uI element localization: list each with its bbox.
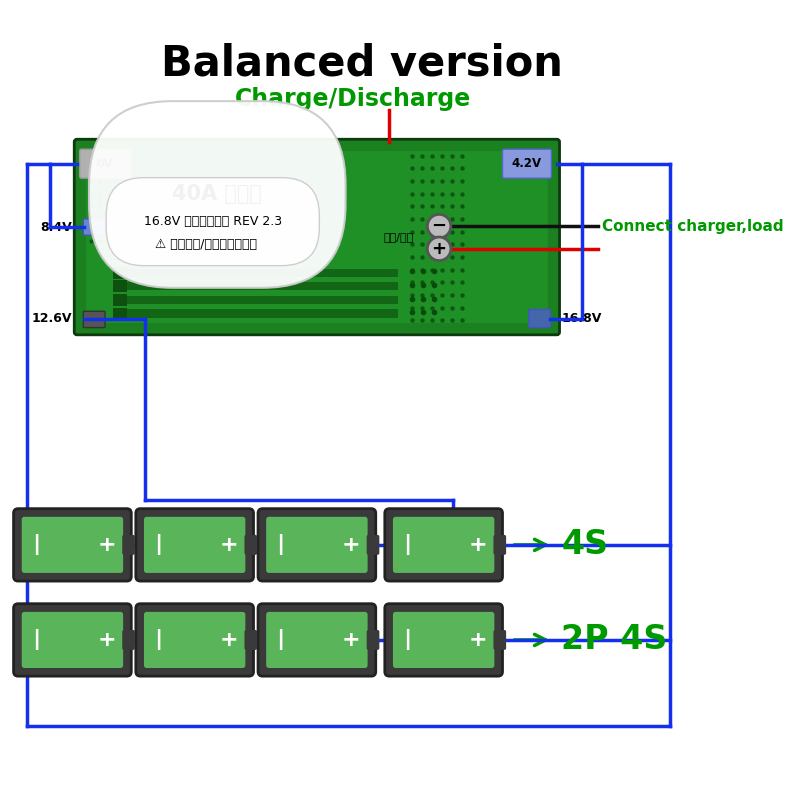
FancyBboxPatch shape [14, 604, 131, 676]
Bar [113, 308, 126, 319]
FancyBboxPatch shape [529, 310, 550, 327]
Text: 16.8V 锂电池保护板 REV 2.3: 16.8V 锂电池保护板 REV 2.3 [144, 215, 282, 228]
FancyBboxPatch shape [86, 151, 548, 323]
Text: |: | [32, 534, 40, 555]
FancyBboxPatch shape [494, 535, 506, 555]
Bar [113, 294, 126, 306]
Text: +: + [220, 535, 238, 555]
FancyBboxPatch shape [385, 509, 502, 581]
FancyBboxPatch shape [502, 150, 551, 178]
FancyBboxPatch shape [494, 630, 506, 650]
Text: +: + [432, 240, 446, 258]
FancyBboxPatch shape [14, 509, 131, 581]
FancyBboxPatch shape [266, 612, 367, 668]
Bar [113, 281, 126, 292]
Text: +: + [469, 535, 487, 555]
FancyBboxPatch shape [74, 139, 559, 335]
Text: 8.4V: 8.4V [41, 222, 73, 234]
Bar [126, 296, 398, 304]
Text: |: | [32, 630, 40, 650]
FancyBboxPatch shape [22, 517, 123, 573]
FancyBboxPatch shape [393, 612, 494, 668]
Text: |: | [403, 630, 411, 650]
FancyBboxPatch shape [122, 630, 135, 650]
Text: Charge/Discharge: Charge/Discharge [235, 87, 471, 111]
FancyBboxPatch shape [83, 311, 105, 327]
FancyBboxPatch shape [245, 535, 257, 555]
Text: +: + [220, 630, 238, 650]
FancyBboxPatch shape [144, 612, 246, 668]
FancyBboxPatch shape [22, 612, 123, 668]
Text: 4S: 4S [562, 528, 609, 562]
Text: +: + [342, 535, 361, 555]
Circle shape [427, 237, 451, 261]
Text: Connect charger,load: Connect charger,load [602, 218, 784, 234]
FancyBboxPatch shape [266, 517, 367, 573]
Bar [126, 310, 398, 318]
Text: |: | [403, 534, 411, 555]
FancyBboxPatch shape [366, 535, 379, 555]
Text: 0V: 0V [97, 158, 113, 169]
FancyBboxPatch shape [393, 517, 494, 573]
Bar [126, 269, 398, 277]
FancyBboxPatch shape [245, 630, 257, 650]
Text: +: + [98, 535, 116, 555]
FancyBboxPatch shape [80, 150, 130, 178]
Bar [113, 267, 126, 278]
Text: +: + [98, 630, 116, 650]
Text: 充电/放电: 充电/放电 [383, 232, 414, 242]
FancyBboxPatch shape [385, 604, 502, 676]
FancyBboxPatch shape [258, 604, 376, 676]
Text: Balanced version: Balanced version [162, 42, 563, 84]
FancyBboxPatch shape [83, 219, 105, 235]
Text: ⚠ 适用电机/电钻，禁止短路: ⚠ 适用电机/电钻，禁止短路 [155, 238, 258, 250]
Text: +: + [469, 630, 487, 650]
Text: −: − [431, 217, 446, 235]
Text: |: | [154, 630, 162, 650]
FancyBboxPatch shape [258, 509, 376, 581]
FancyBboxPatch shape [366, 630, 379, 650]
FancyBboxPatch shape [136, 509, 254, 581]
Text: |: | [154, 534, 162, 555]
FancyBboxPatch shape [144, 517, 246, 573]
Text: 40A 均衡充: 40A 均衡充 [172, 185, 262, 205]
Text: +: + [342, 630, 361, 650]
Text: |: | [277, 630, 285, 650]
Text: 2P 4S: 2P 4S [562, 623, 668, 657]
Text: |: | [277, 534, 285, 555]
Bar [126, 282, 398, 290]
Text: 12.6V: 12.6V [32, 312, 73, 325]
Text: 16.8V: 16.8V [562, 312, 602, 325]
Text: 4.2V: 4.2V [512, 157, 542, 170]
FancyBboxPatch shape [122, 535, 135, 555]
Circle shape [427, 214, 451, 238]
FancyBboxPatch shape [136, 604, 254, 676]
